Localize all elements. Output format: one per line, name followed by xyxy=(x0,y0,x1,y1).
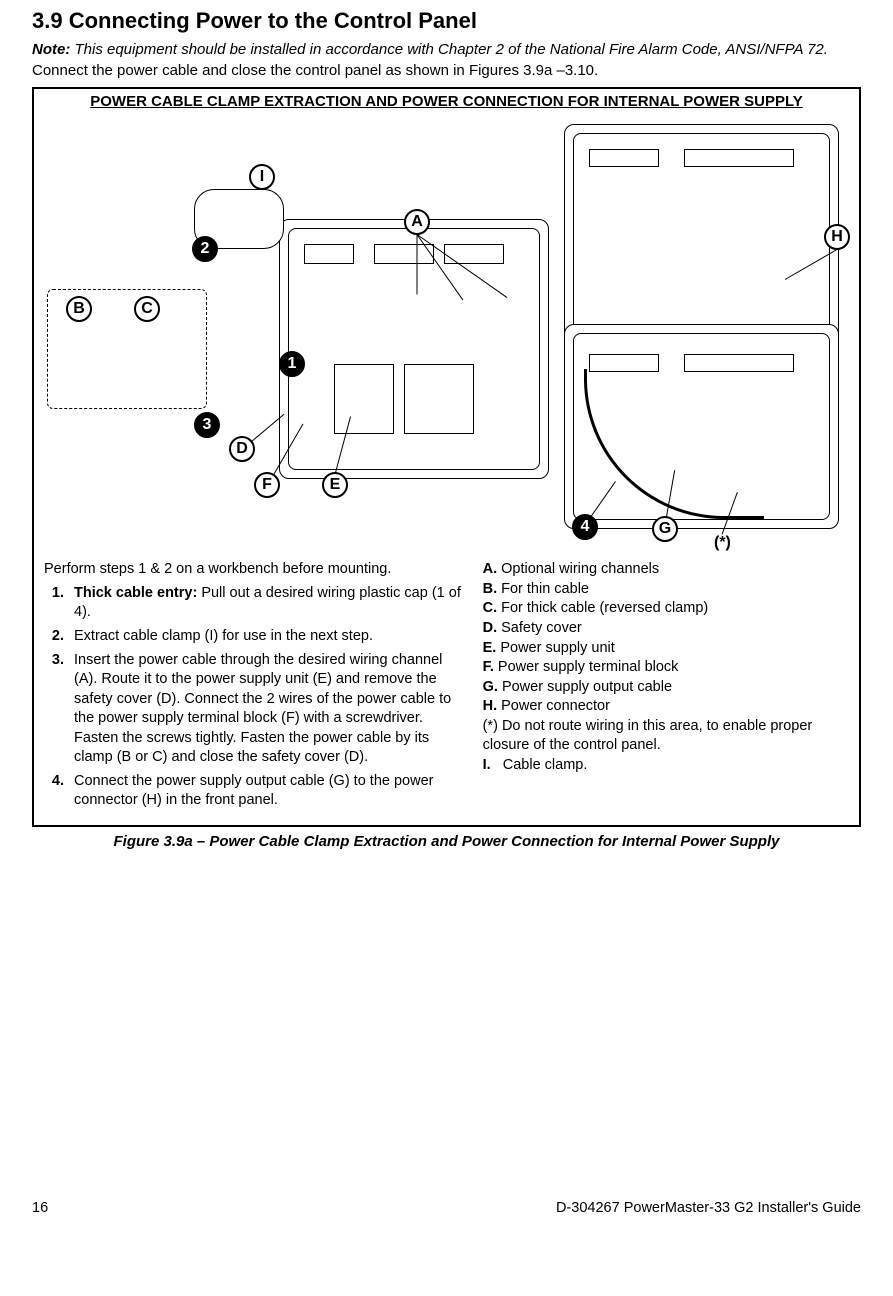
note-body: This equipment should be installed in ac… xyxy=(70,41,828,58)
component-rect xyxy=(334,364,394,434)
leader-line xyxy=(417,235,418,295)
component-rect xyxy=(404,364,474,434)
page: 3.9 Connecting Power to the Control Pane… xyxy=(0,0,893,1236)
letter-callout-D: D xyxy=(229,436,255,462)
legend-d: D. Safety cover xyxy=(483,619,849,639)
steps-list: Thick cable entry: Pull out a desired wi… xyxy=(44,584,463,811)
step-4-text: Connect the power supply output cable (G… xyxy=(74,773,433,809)
component-rect xyxy=(684,149,794,167)
steps-lead: Perform steps 1 & 2 on a workbench befor… xyxy=(44,560,463,580)
legend-g: G. Power supply output cable xyxy=(483,678,849,698)
legend-b: B. For thin cable xyxy=(483,580,849,600)
steps-columns: Perform steps 1 & 2 on a workbench befor… xyxy=(44,560,849,815)
step-2: Extract cable clamp (I) for use in the n… xyxy=(68,627,463,647)
legend-column: A. Optional wiring channels B. For thin … xyxy=(483,560,849,815)
figure-title: POWER CABLE CLAMP EXTRACTION AND POWER C… xyxy=(44,93,849,110)
asterisk-callout: (*) xyxy=(714,534,731,552)
component-rect xyxy=(589,149,659,167)
legend-star: (*) Do not route wiring in this area, to… xyxy=(483,717,849,756)
letter-callout-I: I xyxy=(249,164,275,190)
step-1: Thick cable entry: Pull out a desired wi… xyxy=(68,584,463,623)
doc-id: D-304267 PowerMaster-33 G2 Installer's G… xyxy=(556,1200,861,1216)
page-number: 16 xyxy=(32,1200,48,1216)
footer: 16 D-304267 PowerMaster-33 G2 Installer'… xyxy=(32,1200,861,1216)
step-callout-2: 2 xyxy=(192,236,218,262)
figure-caption: Figure 3.9a – Power Cable Clamp Extracti… xyxy=(32,833,861,850)
step-2-text: Extract cable clamp (I) for use in the n… xyxy=(74,628,373,644)
step-3: Insert the power cable through the desir… xyxy=(68,651,463,768)
diagram-area: ABCDEFGHI1234(*) xyxy=(44,114,849,554)
component-rect xyxy=(444,244,504,264)
legend-h: H. Power connector xyxy=(483,697,849,717)
step-3-text: Insert the power cable through the desir… xyxy=(74,652,451,766)
step-callout-3: 3 xyxy=(194,412,220,438)
component-rect xyxy=(304,244,354,264)
legend-i: I. Cable clamp. xyxy=(483,756,849,776)
steps-column-left: Perform steps 1 & 2 on a workbench befor… xyxy=(44,560,463,815)
note-line: Note: This equipment should be installed… xyxy=(32,40,861,60)
section-title: 3.9 Connecting Power to the Control Pane… xyxy=(32,8,861,34)
instruction-line: Connect the power cable and close the co… xyxy=(32,62,861,79)
step-1-bold: Thick cable entry: xyxy=(74,585,197,601)
letter-callout-H: H xyxy=(824,224,850,250)
step-4: Connect the power supply output cable (G… xyxy=(68,772,463,811)
note-label: Note: xyxy=(32,41,70,58)
legend-c: C. For thick cable (reversed clamp) xyxy=(483,599,849,619)
figure-box: POWER CABLE CLAMP EXTRACTION AND POWER C… xyxy=(32,87,861,827)
letter-callout-F: F xyxy=(254,472,280,498)
letter-callout-E: E xyxy=(322,472,348,498)
legend-e: E. Power supply unit xyxy=(483,639,849,659)
legend-a: A. Optional wiring channels xyxy=(483,560,849,580)
step-callout-4: 4 xyxy=(572,514,598,540)
letter-callout-G: G xyxy=(652,516,678,542)
legend-f: F. Power supply terminal block xyxy=(483,658,849,678)
